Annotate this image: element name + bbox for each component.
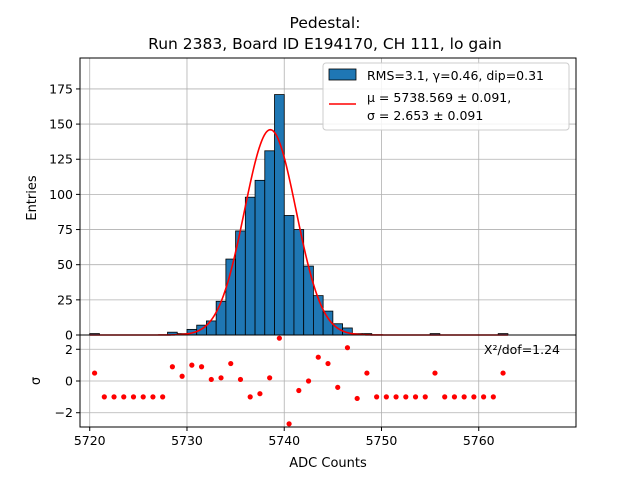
residual-point [179,373,185,379]
residual-point [237,376,244,383]
legend-fit-sigma-label: σ = 2.653 ± 0.091 [367,108,483,123]
residual-point [218,375,224,381]
legend-bar-swatch [328,68,357,81]
legend-box [322,62,570,131]
y-axis-label-bottom: σ [29,377,44,385]
y-tick-label: 0 [65,374,73,389]
residual-point [403,394,409,400]
histogram-bars [89,94,509,336]
residual-point [451,394,458,400]
residual-point [325,360,331,367]
bottom-panel-grid [80,335,576,427]
residual-point [490,394,496,400]
residual-point [91,370,98,376]
residual-point [189,362,195,368]
y-tick-label: 75 [57,222,73,237]
residual-point [374,394,380,400]
residual-point [228,360,234,367]
y-tick-label: 25 [57,292,73,307]
histogram-bar [264,150,275,336]
residual-point [471,394,477,400]
legend-fit-mu-label: μ = 5738.569 ± 0.091, [367,90,511,105]
residual-point [412,394,419,400]
residual-points [91,335,506,427]
y-tick-label: 50 [57,257,73,272]
x-tick-label: 5760 [463,433,495,448]
residual-point [267,375,273,381]
y-tick-label: 150 [49,117,73,132]
residual-point [276,335,282,341]
residual-point [364,370,370,376]
residual-point [257,391,263,397]
residual-point [140,394,146,400]
x-ticks: 5720 5730 5740 5750 5760 [74,427,495,448]
residual-point [208,376,214,383]
residual-point [432,370,438,376]
residual-point [481,394,487,400]
residual-point [305,378,312,384]
histogram-bar [215,300,227,336]
x-tick-label: 5740 [268,433,300,448]
residual-point [442,394,448,400]
residual-point [198,364,205,370]
histogram-bar [254,179,266,336]
residual-point [354,395,360,402]
residual-point [383,394,389,400]
residual-point [461,394,467,400]
residual-point [121,394,127,400]
y-tick-label: 125 [49,152,73,167]
residual-point [150,394,156,400]
residual-point [335,384,341,390]
x-tick-label: 5720 [74,433,106,448]
y-tick-label: 100 [49,187,73,202]
legend: RMS=3.1, γ=0.46, dip=0.31 μ = 5738.569 ±… [322,62,570,131]
x-axis-label: ADC Counts [289,456,367,471]
residual-point [315,354,321,360]
histogram-bar [244,196,256,336]
histogram-bar [274,94,285,336]
y-tick-label: 0 [65,328,73,343]
residual-point [344,345,351,351]
x-tick-label: 5750 [366,433,398,448]
residual-point [247,394,253,400]
residual-point [422,394,428,400]
residual-point [500,370,506,376]
residual-point [111,394,117,400]
histogram-bar [313,295,324,336]
y-tick-label: 175 [49,81,73,96]
residual-point [393,394,399,400]
chi2-label: Χ²/dof=1.24 [484,342,560,357]
residual-point [160,394,166,400]
bottom-y-ticks: −2 0 2 [55,342,80,420]
residual-point [130,394,137,400]
y-axis-label-top: Entries [25,175,40,221]
legend-histogram-label: RMS=3.1, γ=0.46, dip=0.31 [367,68,544,83]
chart-title-line2: Run 2383, Board ID E194170, CH 111, lo g… [148,35,502,53]
residual-point [169,364,175,370]
histogram-bar [293,229,305,336]
residual-point [286,421,292,427]
x-tick-label: 5730 [171,433,203,448]
residual-point [296,387,302,394]
histogram-bar [283,215,295,336]
y-tick-label: 2 [65,342,73,357]
y-tick-label: −2 [55,405,73,420]
residual-point [101,394,107,400]
top-y-ticks: 0 25 50 75 100 125 150 175 [49,81,80,343]
chart-title-line1: Pedestal: [290,14,361,32]
